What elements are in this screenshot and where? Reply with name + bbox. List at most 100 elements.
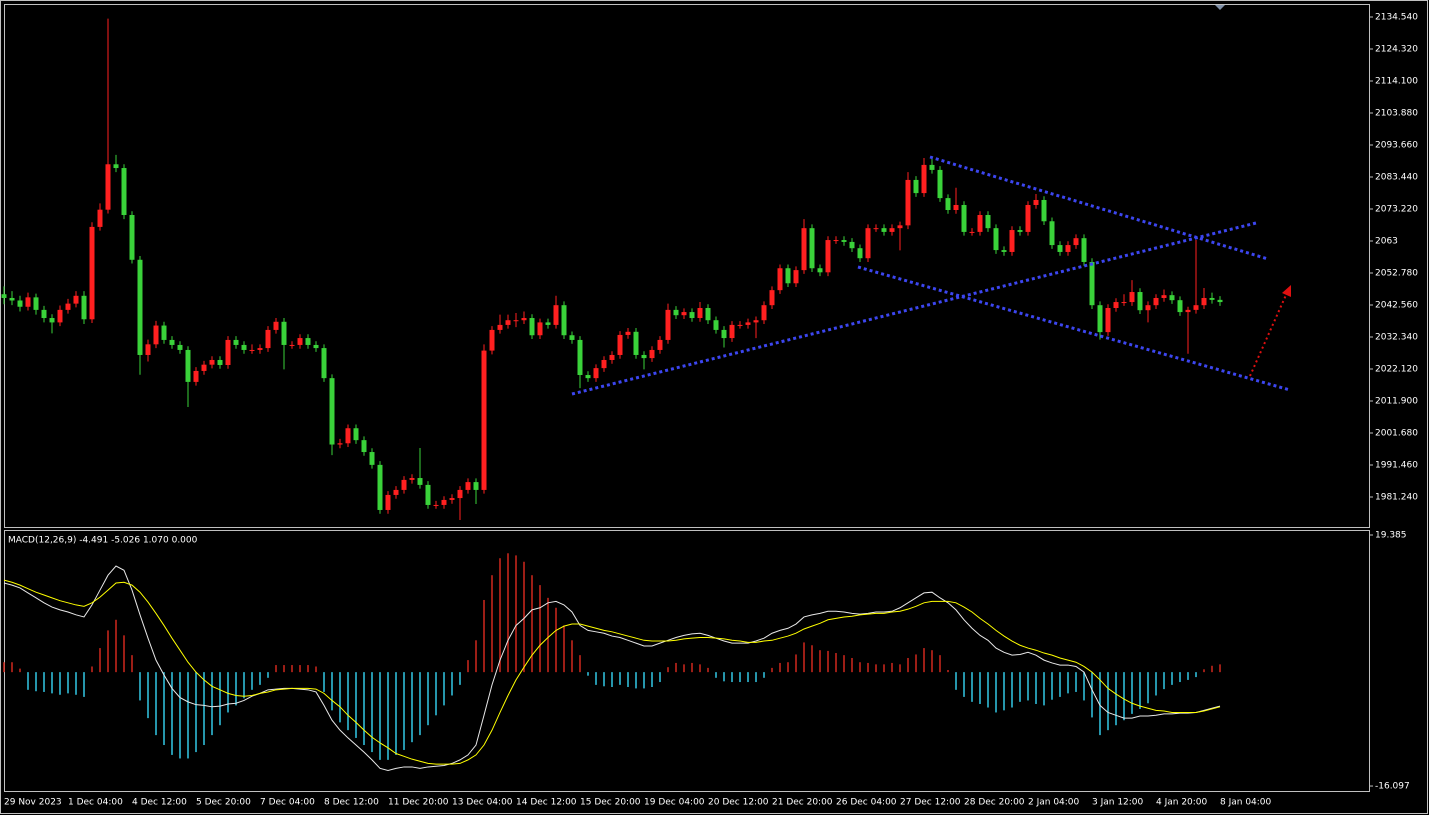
candle-body (785, 268, 791, 284)
histogram-bar (651, 672, 653, 687)
histogram-bar (619, 672, 621, 685)
candle-body (985, 215, 991, 229)
candle-body (193, 370, 199, 382)
candle-body (537, 322, 543, 336)
histogram-bar (59, 672, 61, 695)
y-tick-label: 2073.220 (1375, 204, 1418, 214)
histogram-bar (859, 662, 861, 673)
candle-body (1177, 300, 1183, 313)
candle-body (209, 359, 215, 365)
histogram-bar (803, 642, 805, 673)
x-tick-label: 27 Dec 12:00 (900, 798, 961, 808)
histogram-bar (355, 672, 357, 738)
candle-body (465, 482, 471, 490)
histogram-bar (1163, 672, 1165, 690)
candle-body (177, 344, 183, 350)
histogram-bar (555, 607, 557, 673)
candle-body (313, 344, 319, 349)
histogram-bar (739, 672, 741, 683)
y-tick-label: 2011.900 (1375, 397, 1418, 407)
histogram-bar (1219, 664, 1221, 673)
candle-body (225, 339, 231, 365)
histogram-bar (259, 672, 261, 685)
x-tick-label: 29 Nov 2023 (4, 798, 62, 808)
y-tick-label: 2103.880 (1375, 108, 1418, 118)
histogram-bar (635, 672, 637, 689)
y-tick-label: 2134.540 (1375, 12, 1418, 22)
histogram-bar (3, 662, 5, 673)
macd-pane-border (4, 530, 1370, 792)
histogram-bar (323, 672, 325, 692)
candle-body (129, 215, 135, 260)
histogram-bar (899, 664, 901, 673)
histogram-bar (1011, 672, 1013, 708)
histogram-bar (515, 555, 517, 673)
candle-body (1009, 230, 1015, 252)
candle-body (841, 240, 847, 242)
candle-body (641, 354, 647, 359)
candle-body (481, 350, 487, 490)
histogram-bar (475, 640, 477, 673)
candle-body (553, 305, 559, 325)
candle-body (265, 329, 271, 349)
histogram-bar (1075, 672, 1077, 692)
candle-body (1217, 299, 1223, 303)
histogram-bar (659, 672, 661, 683)
histogram-bar (755, 672, 757, 683)
histogram-bar (603, 672, 605, 687)
candle-body (1137, 292, 1143, 311)
candle-body (609, 354, 615, 360)
histogram-bar (875, 664, 877, 673)
candle-body (585, 375, 591, 379)
candle-body (105, 164, 111, 210)
histogram-bar (979, 672, 981, 704)
histogram-bar (563, 625, 565, 673)
candle-body (9, 297, 15, 301)
histogram-bar (523, 561, 525, 673)
candle-body (473, 482, 479, 490)
histogram-bar (267, 672, 269, 678)
histogram-bar (387, 672, 389, 760)
histogram-bar (395, 672, 397, 755)
candle-body (1145, 305, 1151, 311)
trend-line (857, 265, 1291, 392)
y-tick-label: 2114.100 (1375, 76, 1418, 86)
histogram-bar (779, 662, 781, 673)
trend-line (929, 155, 1269, 261)
histogram-bar (291, 665, 293, 673)
candle-body (441, 499, 447, 505)
candle-body (97, 209, 103, 227)
histogram-bar (747, 672, 749, 683)
histogram-bar (683, 664, 685, 673)
candle-body (401, 479, 407, 490)
histogram-bar (19, 668, 21, 673)
histogram-bar (1067, 672, 1069, 694)
candle-body (737, 324, 743, 326)
candle-body (745, 322, 751, 325)
candle-body (121, 168, 127, 216)
candle-body (929, 164, 935, 170)
candle-body (1017, 230, 1023, 232)
candle-body (873, 228, 879, 230)
histogram-bar (435, 672, 437, 716)
candle-body (761, 305, 767, 321)
candle-body (257, 348, 263, 350)
candle-body (1209, 297, 1215, 300)
candle-body (425, 484, 431, 505)
histogram-bar (91, 666, 93, 673)
candle-body (569, 335, 575, 340)
histogram-bar (427, 672, 429, 726)
candle-body (529, 318, 535, 336)
histogram-bar (715, 672, 717, 678)
x-tick-label: 15 Dec 20:00 (580, 798, 641, 808)
candle-body (377, 464, 383, 510)
candle-body (1081, 238, 1087, 262)
histogram-bar (1083, 672, 1085, 701)
candle-body (777, 268, 783, 291)
candle-body (561, 305, 567, 336)
histogram-bar (51, 672, 53, 694)
y-tick-label: 2052.780 (1375, 268, 1418, 278)
histogram-bar (947, 670, 949, 673)
candle-body (1001, 250, 1007, 252)
